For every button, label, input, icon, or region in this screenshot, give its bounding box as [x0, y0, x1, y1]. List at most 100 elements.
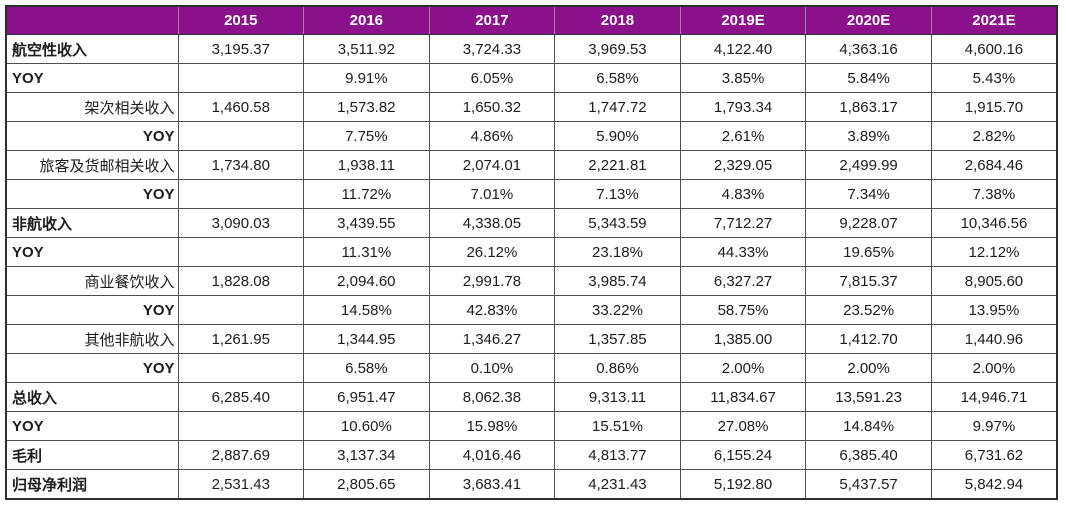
cell-value: 1,261.95 — [177, 324, 305, 354]
table-body: 航空性收入 3,195.37 3,511.92 3,724.33 3,969.53 4,1… — [5, 34, 1058, 500]
cell-value: 1,412.70 — [805, 324, 932, 354]
cell-value: 5,437.57 — [805, 469, 932, 500]
table-header-row: 2015 2016 2017 2018 2019E 2020E 2021E — [5, 5, 1058, 35]
cell-value: 4,122.40 — [679, 34, 807, 64]
cell-value: 19.65% — [805, 237, 932, 267]
cell-value: 0.10% — [428, 353, 556, 383]
table-row: 架次相关收入 1,460.58 1,573.82 1,650.32 1,747.72 1,… — [5, 92, 1058, 122]
cell-value: 1,863.17 — [805, 92, 932, 122]
cell-value — [177, 63, 305, 93]
cell-value: 14.58% — [303, 295, 430, 325]
cell-value: 4,016.46 — [428, 440, 556, 470]
cell-value: 42.83% — [428, 295, 556, 325]
table-row: 总收入 6,285.40 6,951.47 8,062.38 9,313.11 11,83… — [5, 382, 1058, 412]
cell-value: 2,887.69 — [177, 440, 305, 470]
cell-value: 11.72% — [303, 179, 430, 209]
table-row: YOY 9.91% 6.05% 6.58% 3.85% 5.84% 5.43% — [5, 63, 1058, 93]
cell-value: 3,195.37 — [177, 34, 305, 64]
row-label: 航空性收入 — [5, 34, 179, 64]
cell-value: 4,600.16 — [930, 34, 1058, 64]
cell-value: 33.22% — [554, 295, 681, 325]
cell-value: 9,228.07 — [805, 208, 932, 238]
cell-value: 15.98% — [428, 411, 556, 441]
cell-value: 4,363.16 — [805, 34, 932, 64]
cell-value: 2,499.99 — [805, 150, 932, 180]
year-header-cell: 2018 — [554, 5, 681, 35]
cell-value: 6,951.47 — [303, 382, 430, 412]
row-label: 旅客及货邮相关收入 — [5, 150, 179, 180]
cell-value: 4,231.43 — [554, 469, 681, 500]
cell-value: 1,573.82 — [303, 92, 430, 122]
cell-value: 2,684.46 — [930, 150, 1058, 180]
cell-value — [177, 121, 305, 151]
cell-value: 2,991.78 — [428, 266, 556, 296]
cell-value: 3.89% — [805, 121, 932, 151]
year-header-cell: 2017 — [428, 5, 556, 35]
cell-value — [177, 295, 305, 325]
cell-value: 2,805.65 — [303, 469, 430, 500]
cell-value: 2.00% — [679, 353, 807, 383]
cell-value: 3,724.33 — [428, 34, 556, 64]
cell-value: 6.58% — [554, 63, 681, 93]
cell-value: 9.91% — [303, 63, 430, 93]
cell-value: 9.97% — [930, 411, 1058, 441]
cell-value: 1,915.70 — [930, 92, 1058, 122]
cell-value: 3,137.34 — [303, 440, 430, 470]
cell-value: 3,969.53 — [554, 34, 681, 64]
cell-value: 2,094.60 — [303, 266, 430, 296]
cell-value: 1,734.80 — [177, 150, 305, 180]
cell-value: 13.95% — [930, 295, 1058, 325]
cell-value: 13,591.23 — [805, 382, 932, 412]
row-label: YOY — [5, 121, 179, 151]
cell-value: 2,329.05 — [679, 150, 807, 180]
cell-value: 7,815.37 — [805, 266, 932, 296]
cell-value: 11.31% — [303, 237, 430, 267]
cell-value: 6.58% — [303, 353, 430, 383]
cell-value: 6,731.62 — [930, 440, 1058, 470]
cell-value: 2,531.43 — [177, 469, 305, 500]
table-row: 非航收入 3,090.03 3,439.55 4,338.05 5,343.59 7,71… — [5, 208, 1058, 238]
cell-value: 3,090.03 — [177, 208, 305, 238]
cell-value: 7.34% — [805, 179, 932, 209]
cell-value: 5.84% — [805, 63, 932, 93]
cell-value — [177, 411, 305, 441]
cell-value — [177, 179, 305, 209]
cell-value: 3,683.41 — [428, 469, 556, 500]
cell-value: 4,338.05 — [428, 208, 556, 238]
table-row: 归母净利润 2,531.43 2,805.65 3,683.41 4,231.43 5,1… — [5, 469, 1058, 500]
financial-table-container: 2015 2016 2017 2018 2019E 2020E 2021E 航空性收入 3,1… — [5, 5, 1058, 500]
cell-value: 14,946.71 — [930, 382, 1058, 412]
corner-header-cell — [5, 5, 179, 35]
table-row: 航空性收入 3,195.37 3,511.92 3,724.33 3,969.53 4,1… — [5, 34, 1058, 64]
row-label: YOY — [5, 63, 179, 93]
cell-value — [177, 353, 305, 383]
year-header-cell: 2021E — [930, 5, 1058, 35]
row-label: YOY — [5, 237, 179, 267]
cell-value: 2,074.01 — [428, 150, 556, 180]
cell-value: 44.33% — [679, 237, 807, 267]
cell-value: 5.43% — [930, 63, 1058, 93]
year-header-cell: 2015 — [177, 5, 305, 35]
cell-value: 7.75% — [303, 121, 430, 151]
cell-value: 1,650.32 — [428, 92, 556, 122]
cell-value — [177, 237, 305, 267]
cell-value: 5.90% — [554, 121, 681, 151]
cell-value: 6,385.40 — [805, 440, 932, 470]
table-row: 商业餐饮收入 1,828.08 2,094.60 2,991.78 3,985.74 6,… — [5, 266, 1058, 296]
cell-value: 4,813.77 — [554, 440, 681, 470]
cell-value: 9,313.11 — [554, 382, 681, 412]
table-row: 毛利 2,887.69 3,137.34 4,016.46 4,813.77 6,155.… — [5, 440, 1058, 470]
cell-value: 6,155.24 — [679, 440, 807, 470]
cell-value: 7,712.27 — [679, 208, 807, 238]
cell-value: 8,905.60 — [930, 266, 1058, 296]
cell-value: 2.82% — [930, 121, 1058, 151]
row-label: 架次相关收入 — [5, 92, 179, 122]
year-header-cell: 2016 — [303, 5, 430, 35]
row-label: YOY — [5, 353, 179, 383]
cell-value: 2.00% — [805, 353, 932, 383]
cell-value: 6.05% — [428, 63, 556, 93]
financial-table: 2015 2016 2017 2018 2019E 2020E 2021E 航空性收入 3,1… — [5, 5, 1058, 500]
cell-value: 23.52% — [805, 295, 932, 325]
row-label: YOY — [5, 411, 179, 441]
cell-value: 1,793.34 — [679, 92, 807, 122]
